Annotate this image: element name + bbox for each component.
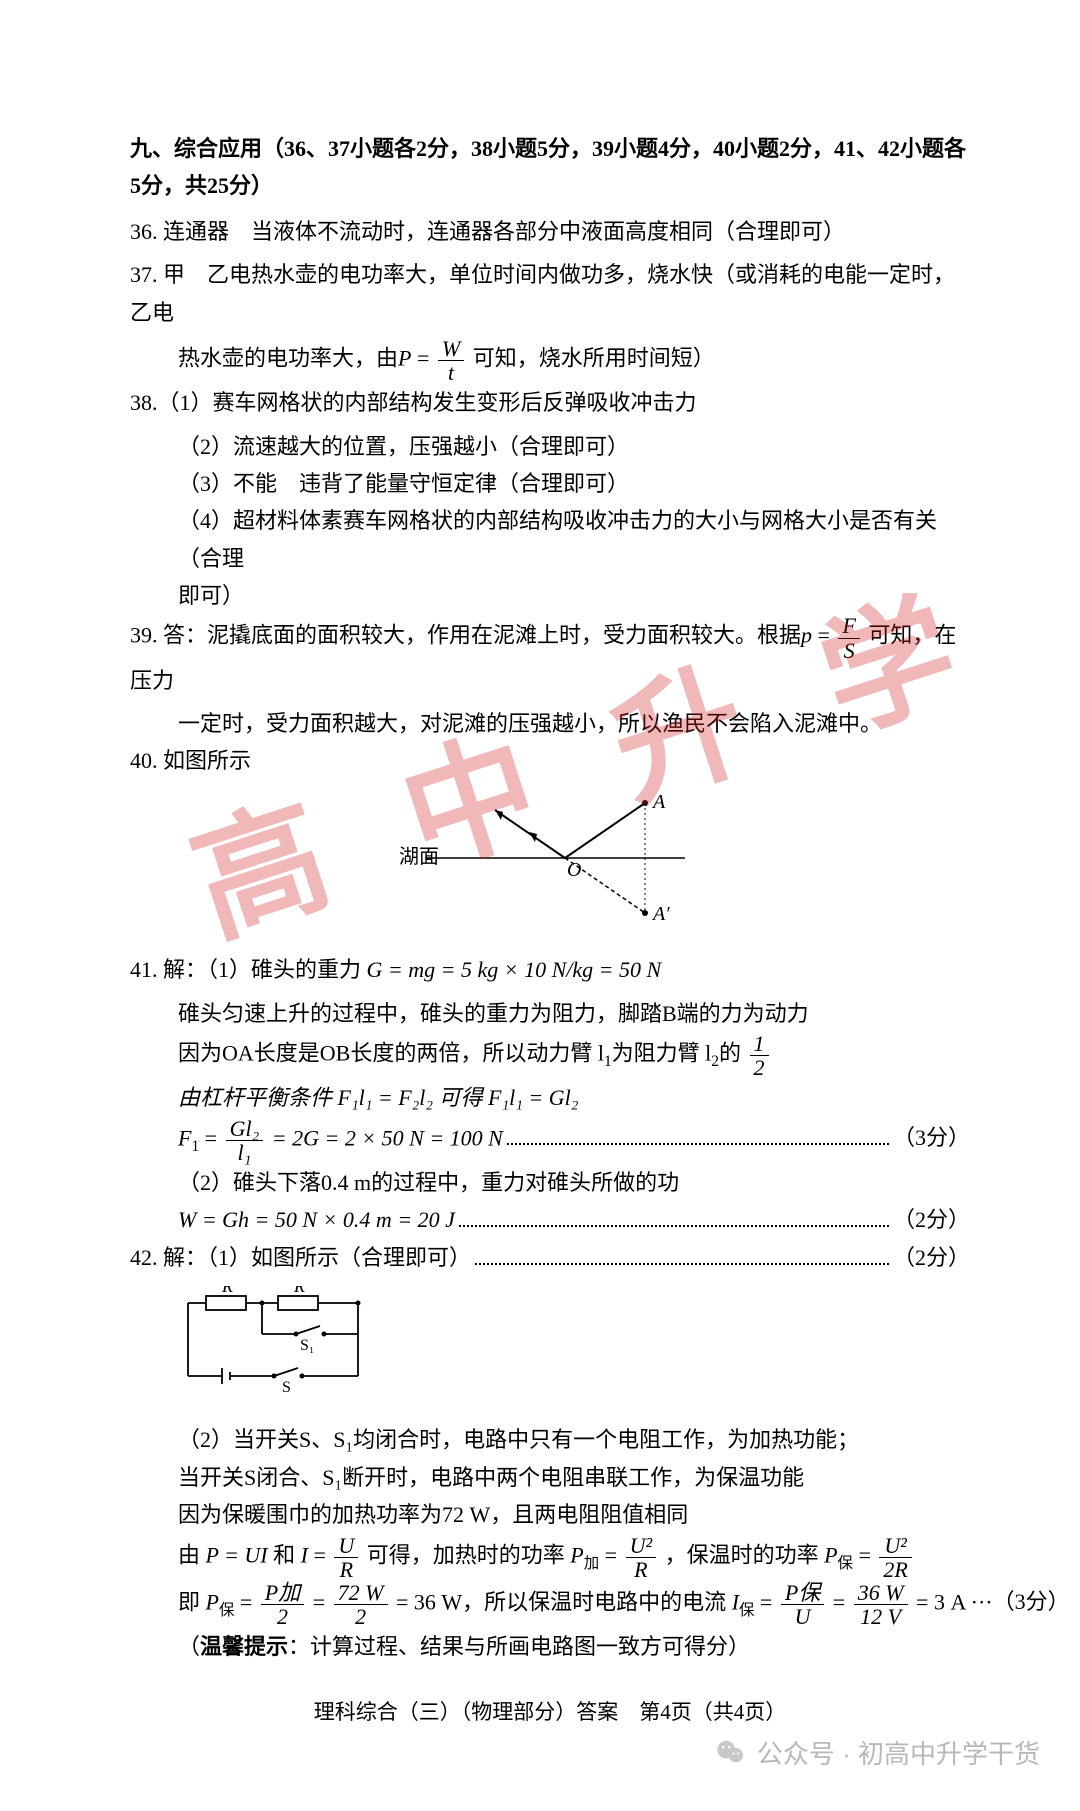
circuit-svg: R R S₁ S <box>178 1286 378 1396</box>
q38-1: 38.（1）赛车网格状的内部结构发生变形后反弹吸收冲击力 <box>130 384 970 421</box>
q39-line2: 一定时，受力面积越大，对泥滩的压强越小，所以渔民不会陷入泥滩中。 <box>130 705 970 742</box>
q41-1e-pts: （3分） <box>893 1119 970 1156</box>
q37-line1: 37. 甲 乙电热水壶的电功率大，单位时间内做功多，烧水快（或消耗的电能一定时，… <box>130 256 970 331</box>
q37b-P: P <box>398 346 411 371</box>
q42-2b: 当开关S闭合、S₁断开时，电路中两个电阻串联工作，为保温功能 <box>130 1459 970 1496</box>
credit-text: 公众号 · 初高中升学干货 <box>757 1734 1040 1771</box>
q39a-p: p <box>801 623 812 648</box>
q42-2d: 由 P = UI 和 I = UR 可得，加热时的功率 P加 = U²R ，保温… <box>130 1534 970 1581</box>
q41-1b: 碓头匀速上升的过程中，碓头的重力为阻力，脚踏B端的力为动力 <box>130 995 970 1032</box>
q40: 40. 如图所示 <box>130 742 970 779</box>
section-header: 九、综合应用（36、37小题各2分，38小题5分，39小题4分，40小题2分，4… <box>130 130 970 205</box>
reflection-diagram-svg: 湖面 A A′ O <box>395 788 705 928</box>
q42-2e-pts: （3分） <box>993 1583 1070 1620</box>
q42-1: 42. 解：（1）如图所示（合理即可） （2分） <box>130 1239 970 1276</box>
q42-2a: （2）当开关S、S₁均闭合时，电路中只有一个电阻工作，为加热功能； <box>130 1421 970 1458</box>
q37b-pre: 热水壶的电功率大，由 <box>178 346 398 371</box>
credit: 公众号 · 初高中升学干货 <box>715 1734 1040 1771</box>
q42-2e: 即 P保 = P加2 = 72 W2 = 36 W，所以保温时电路中的电流 I保… <box>130 1581 970 1628</box>
svg-text:O: O <box>567 859 581 881</box>
q39-line1: 39. 答：泥撬底面的面积较大，作用在泥滩上时，受力面积较大。根据p = FS … <box>130 614 970 699</box>
q42-tip: （温馨提示：计算过程、结果与所画电路图一致方可得分） <box>130 1628 970 1665</box>
q41-1c-frac: 12 <box>750 1032 769 1079</box>
svg-text:湖面: 湖面 <box>399 845 439 868</box>
q39a-frac: FS <box>838 614 859 661</box>
q41-1e-frac: Gl₂l₁ <box>226 1117 264 1164</box>
q41-1d: 由杠杆平衡条件 F₁l₁ = F₂l₂ 可得 F₁l₁ = Gl₂ <box>130 1079 970 1116</box>
q41-2b-pts: （2分） <box>893 1201 970 1238</box>
q41-1a: 41. 解：（1）碓头的重力 G = mg = 5 kg × 10 N/kg =… <box>130 951 970 988</box>
q37b-frac: Wt <box>438 337 464 384</box>
q38-2: （2）流速越大的位置，压强越小（合理即可） <box>130 428 970 465</box>
svg-text:S: S <box>282 1379 291 1396</box>
svg-text:A: A <box>651 791 666 813</box>
q37-line2: 热水壶的电功率大，由P = Wt 可知，烧水所用时间短） <box>130 337 970 384</box>
q37b-post: 可知，烧水所用时间短） <box>473 346 715 371</box>
q42-2c: 因为保暖围巾的加热功率为72 W，且两电阻阻值相同 <box>130 1496 970 1533</box>
q38-4a: （4）超材料体素赛车网格状的内部结构吸收冲击力的大小与网格大小是否有关（合理 <box>130 502 970 577</box>
q41-1c: 因为OA长度是OB长度的两倍，所以动力臂 l1为阻力臂 l2的 12 <box>130 1032 970 1079</box>
q38-4b: 即可） <box>130 577 970 614</box>
svg-text:A′: A′ <box>651 903 670 925</box>
q42-1-pts: （2分） <box>893 1239 970 1276</box>
svg-text:R: R <box>293 1286 305 1296</box>
svg-text:S₁: S₁ <box>300 1337 314 1354</box>
q36: 36. 连通器 当液体不流动时，连通器各部分中液面高度相同（合理即可） <box>130 213 970 250</box>
q41-2a: （2）碓头下落0.4 m的过程中，重力对碓头所做的功 <box>130 1164 970 1201</box>
wechat-icon <box>715 1736 747 1768</box>
page-footer: 理科综合（三）（物理部分）答案 第4页（共4页） <box>130 1695 970 1731</box>
answer-page: 初高中升学干货 九、综合应用（36、37小题各2分，38小题5分，39小题4分，… <box>0 0 1080 1811</box>
figure-q40: 湖面 A A′ O <box>130 788 970 939</box>
q38-3: （3）不能 违背了能量守恒定律（合理即可） <box>130 465 970 502</box>
svg-text:R: R <box>221 1286 233 1296</box>
q41-1e: F1 = Gl₂l₁ = 2G = 2 × 50 N = 100 N （3分） <box>130 1117 970 1164</box>
q39a-pre: 39. 答：泥撬底面的面积较大，作用在泥滩上时，受力面积较大。根据 <box>130 623 801 648</box>
circuit-figure: R R S₁ S <box>178 1286 970 1407</box>
q41-2b: W = Gh = 50 N × 0.4 m = 20 J （2分） <box>130 1201 970 1238</box>
